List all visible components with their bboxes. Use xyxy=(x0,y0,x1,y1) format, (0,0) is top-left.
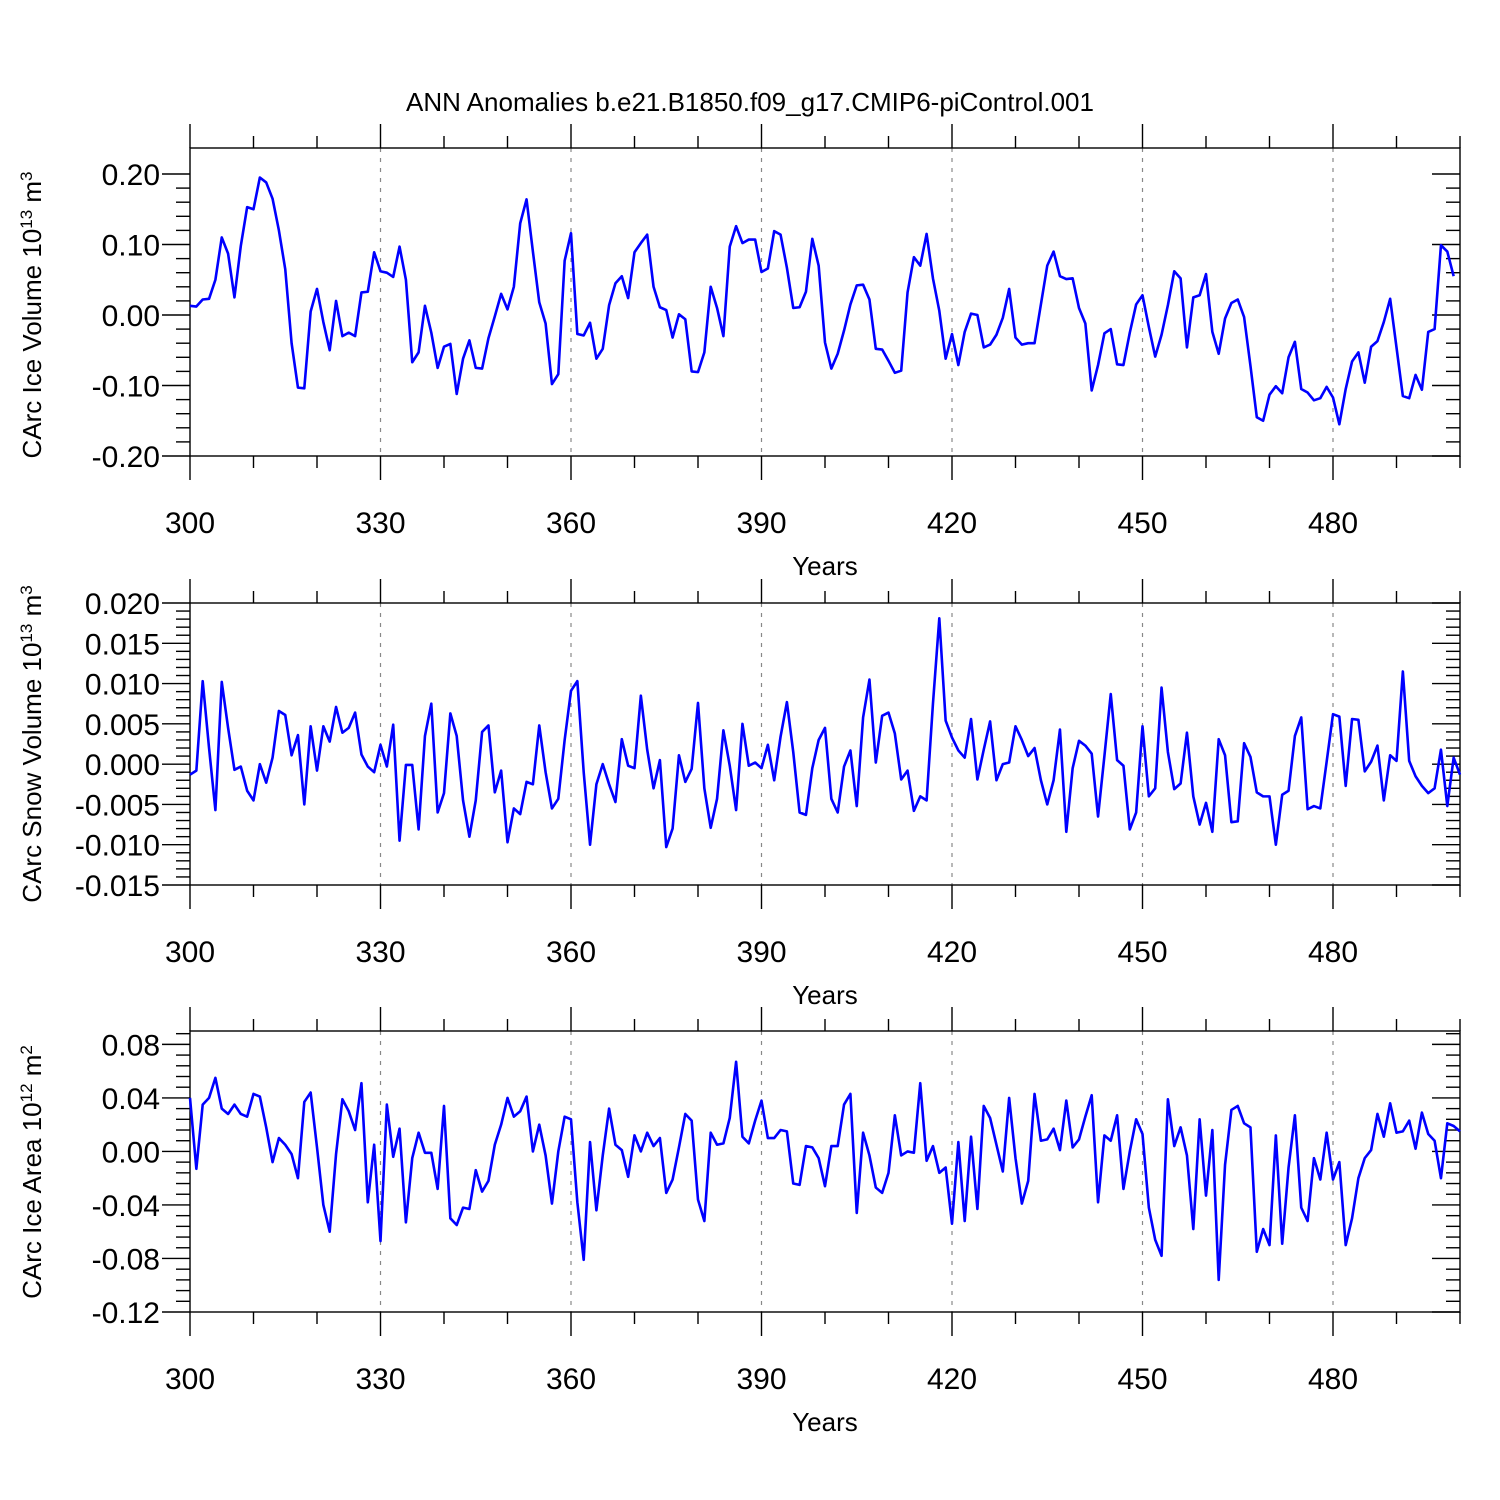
x-tick-label: 300 xyxy=(165,936,215,969)
x-tick-label: 480 xyxy=(1308,936,1358,969)
y-axis-label: CArc Snow Volume 1013 m3 xyxy=(17,585,48,902)
y-tick-label: -0.10 xyxy=(92,371,160,404)
x-tick-label: 450 xyxy=(1117,507,1167,540)
series-line xyxy=(189,617,1462,849)
x-tick-label: 300 xyxy=(165,1363,215,1396)
snow-volume-panel: 300 330 360 390 420 450 480 -0.015 -0.010 -0.005 0… xyxy=(17,579,1462,1010)
y-tick-label: 0.010 xyxy=(85,669,160,702)
y-tick-label: 0.20 xyxy=(102,159,160,192)
x-tick-label: 330 xyxy=(355,936,405,969)
ylabel-main: CArc Ice Volume 10 xyxy=(17,229,47,459)
y-tick-label: 0.00 xyxy=(102,1136,160,1169)
ylabel-sup: 13 xyxy=(17,624,36,643)
y-tick-label: -0.12 xyxy=(92,1297,160,1330)
x-tick-label: 420 xyxy=(927,936,977,969)
y-tick-label: 0.020 xyxy=(85,588,160,621)
y-tick-label: 0.005 xyxy=(85,709,160,742)
ylabel-unit: m xyxy=(17,181,47,210)
x-tick-label: 300 xyxy=(165,507,215,540)
ylabel-unit-sup: 3 xyxy=(17,171,36,180)
x-tick-label: 330 xyxy=(355,1363,405,1396)
series-line xyxy=(188,1060,1461,1282)
ylabel-main: CArc Ice Area 10 xyxy=(17,1102,47,1299)
x-tick-label: 420 xyxy=(927,1363,977,1396)
ylabel-sup: 12 xyxy=(17,1083,36,1102)
y-tick-label: -0.08 xyxy=(92,1243,160,1276)
y-tick-label: 0.000 xyxy=(85,749,160,782)
y-tick-label: -0.20 xyxy=(92,441,160,474)
ylabel-unit: m xyxy=(17,595,47,624)
y-tick-label: -0.010 xyxy=(75,830,160,863)
x-tick-label: 480 xyxy=(1308,1363,1358,1396)
ylabel-unit: m xyxy=(17,1055,47,1084)
ylabel-main: CArc Snow Volume 10 xyxy=(17,643,47,903)
x-tick-label: 390 xyxy=(736,1363,786,1396)
y-tick-label: 0.04 xyxy=(102,1083,160,1116)
x-tick-label: 450 xyxy=(1117,936,1167,969)
x-tick-label: 450 xyxy=(1117,1363,1167,1396)
y-tick-label: 0.10 xyxy=(102,230,160,263)
y-tick-label: -0.005 xyxy=(75,789,160,822)
y-tick-label: 0.08 xyxy=(102,1029,160,1062)
x-tick-label: 480 xyxy=(1308,507,1358,540)
x-tick-label: 390 xyxy=(736,936,786,969)
x-tick-label: 360 xyxy=(546,507,596,540)
ylabel-unit-sup: 2 xyxy=(17,1045,36,1054)
ice-area-panel: 300 330 360 390 420 450 480 -0.12 -0.08 -0.04 0.00… xyxy=(17,1007,1461,1437)
ylabel-sup: 13 xyxy=(17,210,36,229)
ice-volume-panel: 300 330 360 390 420 450 480 -0.20 -0.10 0.00 0.10 0… xyxy=(17,124,1461,581)
y-tick-label: -0.04 xyxy=(92,1190,160,1223)
y-tick-label: -0.015 xyxy=(75,870,160,903)
x-axis-label: Years xyxy=(792,980,858,1010)
ylabel-unit-sup: 3 xyxy=(17,585,36,594)
y-tick-label: 0.00 xyxy=(102,300,160,333)
x-tick-label: 420 xyxy=(927,507,977,540)
series-line xyxy=(189,176,1455,426)
y-axis-label: CArc Ice Volume 1013 m3 xyxy=(17,171,48,458)
y-axis-label: CArc Ice Area 1012 m2 xyxy=(17,1045,48,1299)
chart-title: ANN Anomalies b.e21.B1850.f09_g17.CMIP6-… xyxy=(406,87,1094,117)
x-axis-label: Years xyxy=(792,551,858,581)
x-tick-label: 330 xyxy=(355,507,405,540)
x-axis-label: Years xyxy=(792,1407,858,1437)
x-tick-label: 390 xyxy=(736,507,786,540)
x-tick-label: 360 xyxy=(546,936,596,969)
x-tick-label: 360 xyxy=(546,1363,596,1396)
y-tick-label: 0.015 xyxy=(85,628,160,661)
